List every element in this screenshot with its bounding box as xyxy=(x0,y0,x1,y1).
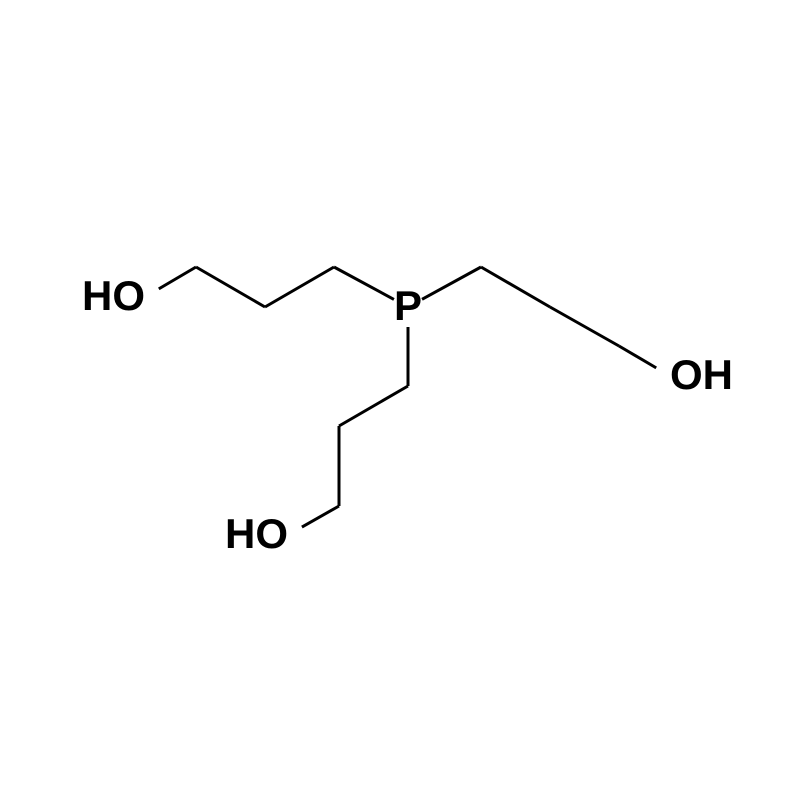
molecule-diagram: P HO OH HO xyxy=(0,0,800,800)
atom-label-O3: HO xyxy=(225,510,288,557)
atom-label-O1: HO xyxy=(82,272,145,319)
atom-label-P: P xyxy=(394,282,422,329)
diagram-background xyxy=(0,0,800,800)
atom-label-O2: OH xyxy=(670,351,733,398)
